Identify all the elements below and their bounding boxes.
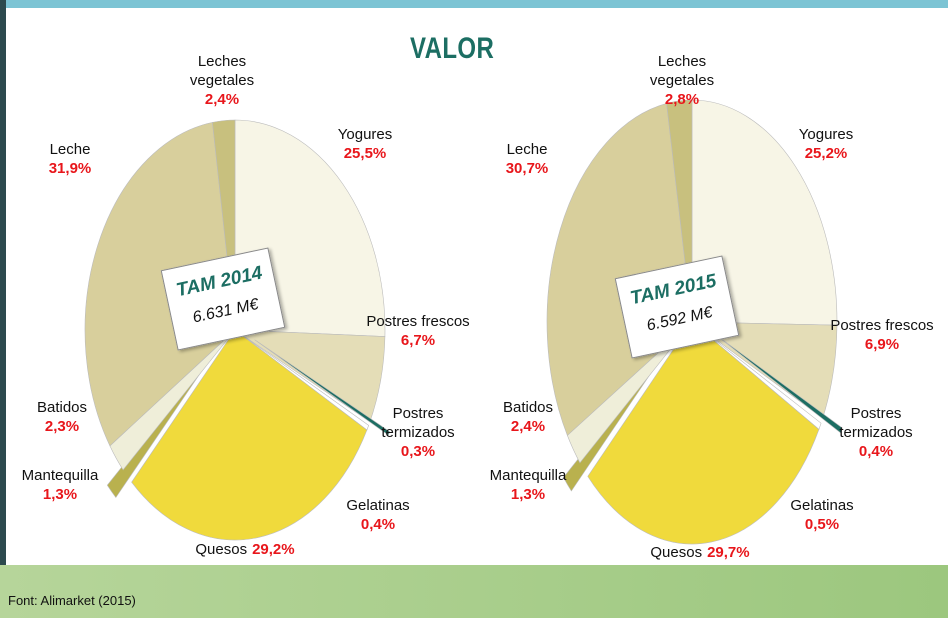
slice-value: 29,2%	[252, 541, 295, 558]
slice-label: Postres termizados 0,3%	[363, 404, 473, 461]
slice-label: Mantequilla 1,3%	[473, 466, 583, 504]
slice-label: Yogures 25,2%	[771, 125, 881, 163]
pie-slice	[84, 122, 236, 447]
slice-label: Mantequilla 1,3%	[5, 466, 115, 504]
pie-slice	[131, 329, 368, 541]
slice-name: Yogures	[798, 126, 854, 143]
slice-label: Postres termizados 0,4%	[821, 404, 931, 461]
frame-left	[0, 0, 6, 565]
slice-value: 6,9%	[864, 336, 900, 353]
slice-value: 0,4%	[360, 516, 396, 533]
slice-name: Yogures	[337, 126, 393, 143]
slice-label: Leches vegetales 2,4%	[167, 52, 277, 109]
slice-value: 30,7%	[505, 160, 549, 177]
slice-name: Postres frescos	[830, 317, 934, 334]
slice-label: Batidos 2,3%	[7, 398, 117, 436]
slice-value: 29,7%	[707, 544, 750, 561]
slice-label: Leche 31,9%	[15, 140, 125, 178]
slice-name: Postres termizados	[381, 405, 455, 441]
slice-value: 2,8%	[664, 91, 700, 108]
slice-label: Leches vegetales 2,8%	[627, 52, 737, 109]
slice-label: Leche 30,7%	[472, 140, 582, 178]
slice-name: Leche	[49, 141, 91, 158]
slice-label: Yogures 25,5%	[310, 125, 420, 163]
slice-value: 2,3%	[44, 418, 80, 435]
slice-value: 0,5%	[804, 516, 840, 533]
slice-label: Batidos 2,4%	[473, 398, 583, 436]
slice-value: 0,4%	[858, 443, 894, 460]
slice-name: Gelatinas	[790, 497, 854, 514]
slice-name: Mantequilla	[21, 467, 99, 484]
slice-name: Postres termizados	[839, 405, 913, 441]
footer-band	[0, 565, 948, 618]
slice-value: 25,5%	[343, 145, 387, 162]
frame-top	[0, 0, 948, 8]
slice-name: Quesos	[650, 544, 703, 561]
slice-name: Mantequilla	[489, 467, 567, 484]
slice-value: 2,4%	[510, 418, 546, 435]
slice-name: Quesos	[195, 541, 248, 558]
slice-value: 0,3%	[400, 443, 436, 460]
slice-label: Gelatinas 0,5%	[767, 496, 877, 534]
slice-name: Leches vegetales	[189, 53, 255, 89]
slice-label: Postres frescos 6,7%	[363, 312, 473, 350]
slice-name: Leche	[506, 141, 548, 158]
slice-name: Leches vegetales	[649, 53, 715, 89]
pie-slice	[587, 321, 820, 545]
pie-slice	[254, 339, 390, 436]
slice-name: Batidos	[502, 399, 554, 416]
slice-label: Quesos 29,2%	[165, 540, 325, 559]
source: Font: Alimarket (2015)	[8, 593, 136, 608]
pie-slice	[711, 331, 843, 434]
slice-name: Postres frescos	[366, 313, 470, 330]
pie-slice	[691, 99, 838, 326]
slice-label: Gelatinas 0,4%	[323, 496, 433, 534]
slice-value: 2,4%	[204, 91, 240, 108]
slice-value: 6,7%	[400, 332, 436, 349]
slice-label: Quesos 29,7%	[620, 543, 780, 562]
slice-name: Gelatinas	[346, 497, 410, 514]
slice-value: 25,2%	[804, 145, 848, 162]
slice-label: Postres frescos 6,9%	[827, 316, 937, 354]
title: VALOR	[410, 32, 495, 65]
slice-value: 1,3%	[510, 486, 546, 503]
slice-value: 1,3%	[42, 486, 78, 503]
slice-value: 31,9%	[48, 160, 92, 177]
slice-name: Batidos	[36, 399, 88, 416]
